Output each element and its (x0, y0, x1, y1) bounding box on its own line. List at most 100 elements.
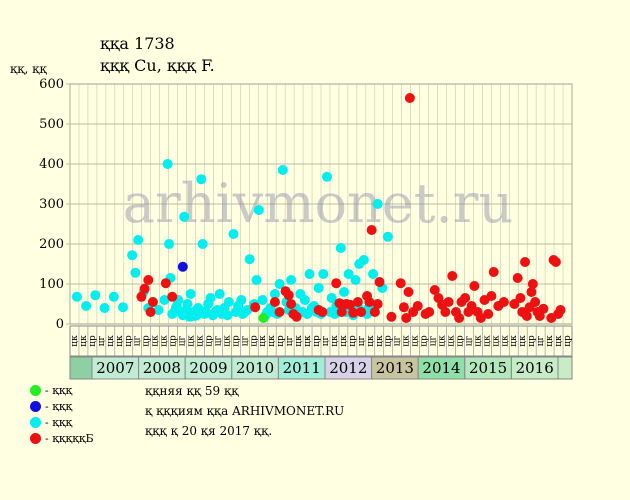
chart-title: ққа 1738 (100, 34, 175, 53)
data-point (317, 307, 328, 317)
data-point (214, 289, 225, 299)
data-point (199, 309, 210, 319)
month-label: цк (303, 335, 313, 347)
month-label: цр (124, 335, 134, 347)
month-label: цк (70, 335, 80, 347)
month-label: цг (357, 335, 367, 346)
data-point (512, 273, 523, 283)
month-label: цк (545, 335, 555, 347)
year-labels: 2007 2008 2009 2010 2011 2012 2013 2014 2015 2016 (69, 356, 573, 380)
month-label: цк (473, 335, 483, 347)
data-point (228, 229, 239, 239)
year-label: 2008 (143, 359, 181, 377)
data-point (236, 295, 247, 305)
data-point (159, 295, 170, 305)
data-point (447, 271, 458, 281)
data-point (127, 250, 138, 261)
data-point (386, 311, 397, 322)
data-point (196, 174, 207, 185)
data-point (429, 285, 440, 295)
month-label: цр (563, 335, 573, 347)
data-point (440, 307, 451, 317)
data-point (521, 311, 532, 321)
month-label: цг (133, 335, 143, 346)
data-point (251, 275, 262, 285)
year-label: 2014 (422, 359, 460, 377)
data-point (546, 313, 557, 323)
month-label: цр (420, 335, 430, 347)
month-label: цг (97, 335, 107, 346)
month-label: цр (455, 335, 465, 347)
month-label: цк (115, 335, 125, 347)
data-point (244, 254, 255, 265)
year-label: 2013 (376, 359, 414, 377)
data-point (153, 305, 164, 315)
y-tick-label: 0 (56, 317, 64, 332)
data-point (304, 269, 315, 279)
month-label: цк (366, 335, 376, 347)
data-point (530, 297, 541, 307)
data-point (258, 313, 269, 323)
data-point (369, 307, 380, 317)
month-label: цг (178, 335, 188, 346)
data-point (143, 275, 154, 285)
data-point (286, 299, 297, 309)
data-point (257, 295, 268, 305)
month-label: цк (446, 335, 456, 347)
data-point (167, 291, 178, 302)
data-point (520, 257, 531, 267)
y-tick-labels: 0 100 200 300 400 500 600 (39, 77, 64, 332)
year-label: 2015 (469, 359, 507, 377)
month-label: цг (213, 335, 223, 346)
data-point (133, 235, 144, 245)
data-point (538, 303, 549, 314)
month-label: цр (527, 335, 537, 347)
data-point (283, 290, 294, 301)
month-labels: цкцкцрцгцкцкцрцгцрцкцкцрцгцкцкцрцгцкцрцг… (69, 325, 573, 357)
legend-label: - қққ (45, 416, 73, 429)
legend-label: - қққ (45, 384, 73, 397)
legend-item: - қққққБ (30, 432, 94, 445)
month-label: цк (195, 335, 205, 347)
data-point (147, 297, 158, 307)
y-tick-label: 500 (39, 117, 64, 132)
month-label: цр (276, 335, 286, 347)
data-point (90, 290, 101, 301)
data-point (475, 313, 486, 323)
watermark: arhivmonet.ru (123, 172, 513, 235)
month-label: цр (249, 335, 259, 347)
data-points (71, 93, 566, 323)
year-label: 2011 (283, 359, 321, 377)
year-label: 2016 (516, 359, 554, 377)
month-label: цк (106, 335, 116, 347)
data-point (345, 299, 356, 310)
data-point (550, 257, 561, 267)
data-point (185, 289, 196, 299)
data-point (352, 297, 363, 307)
data-point (164, 239, 175, 249)
data-point (460, 293, 471, 303)
data-point (321, 171, 332, 182)
data-point (269, 289, 280, 299)
month-label: цр (88, 335, 98, 347)
data-point (382, 231, 393, 242)
month-label: цк (294, 335, 304, 347)
note-date: қққ қ 20 қя 2017 ққ. (145, 424, 273, 438)
y-tick-label: 600 (39, 77, 64, 92)
data-point (356, 307, 367, 317)
data-point (335, 243, 346, 253)
month-label: цк (402, 335, 412, 347)
data-point (291, 311, 302, 322)
data-point (313, 283, 324, 293)
legend-item: - қққ (30, 416, 72, 429)
data-point (403, 287, 414, 297)
data-point (374, 277, 385, 287)
data-point (205, 293, 216, 303)
month-label: цк (222, 335, 232, 347)
data-point (343, 269, 354, 279)
data-point (171, 301, 182, 311)
legend-marker (30, 433, 41, 444)
year-label: 2012 (329, 359, 367, 377)
data-point (555, 305, 566, 315)
